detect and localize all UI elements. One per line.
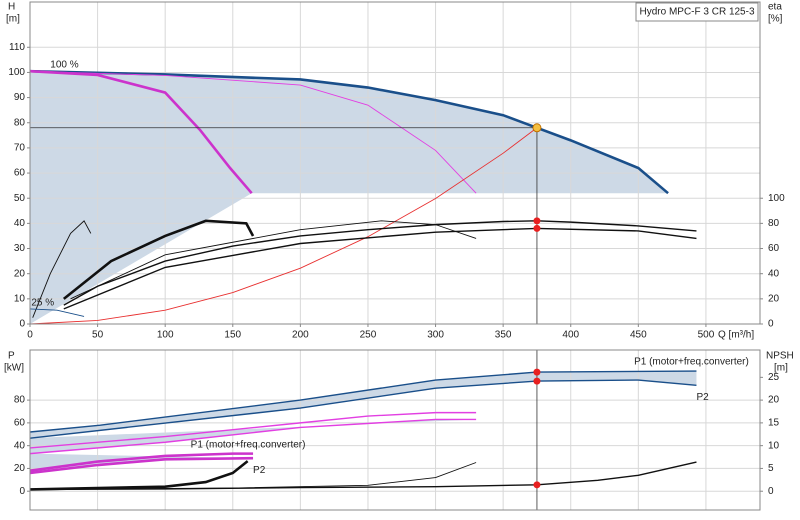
annotation: 100 % — [50, 60, 78, 71]
x-tick-label: 250 — [360, 330, 377, 341]
y-tick-label: 80 — [14, 117, 26, 128]
curve — [29, 411, 477, 449]
y-tick-label: 0 — [19, 486, 25, 497]
x-tick-label: 500 — [698, 330, 715, 341]
y-tick-label: 30 — [14, 243, 26, 254]
curve — [29, 127, 538, 325]
y-tick-label: 0 — [19, 319, 25, 330]
y2-tick-label: 0 — [768, 319, 774, 330]
y-axis-unit: [m] — [6, 14, 20, 25]
curve — [29, 308, 85, 317]
x-tick-label: 150 — [224, 330, 241, 341]
duty-point — [532, 123, 542, 133]
y2-tick-label: 100 — [768, 193, 785, 204]
y-tick-label: 90 — [14, 92, 26, 103]
x-tick-label: 450 — [630, 330, 647, 341]
plot-frame-top — [29, 1, 761, 325]
curve — [29, 460, 249, 491]
curve — [62, 219, 255, 300]
y2-tick-label: 5 — [768, 463, 774, 474]
curve — [70, 220, 477, 300]
curve — [63, 220, 697, 306]
x-tick-label: 0 — [27, 330, 33, 341]
curve — [29, 69, 253, 195]
y2-tick-label: 80 — [768, 218, 780, 229]
series-label: P2 — [696, 392, 709, 403]
y-tick-label: 60 — [14, 418, 26, 429]
y-tick-label: 20 — [14, 463, 26, 474]
duty-marker — [533, 217, 541, 225]
curve — [29, 70, 477, 194]
y2-tick-label: 15 — [768, 418, 780, 429]
duty-marker — [533, 368, 541, 376]
curve — [32, 220, 92, 318]
curve — [63, 227, 697, 310]
y-tick-label: 100 — [8, 67, 25, 78]
x-tick-label: 350 — [495, 330, 512, 341]
series-label: P1 (motor+freq.converter) — [634, 357, 749, 368]
curve — [29, 462, 477, 490]
curve-layer — [29, 69, 697, 510]
curve — [29, 370, 697, 433]
y2-tick-label: 10 — [768, 440, 780, 451]
operating-range — [30, 71, 669, 324]
annotation: 25 % — [31, 297, 54, 308]
duty-marker — [533, 224, 541, 232]
y-tick-label: 60 — [14, 168, 26, 179]
y-tick-label: 40 — [14, 440, 26, 451]
y-tick-label: 40 — [14, 218, 26, 229]
y2-tick-label: 20 — [768, 293, 780, 304]
y-tick-label: 110 — [9, 42, 25, 53]
x-tick-label: 400 — [562, 330, 579, 341]
y2-axis-label: NPSH — [766, 351, 794, 362]
curve — [29, 379, 697, 439]
y-axis-label: P — [8, 351, 15, 362]
curve — [29, 456, 254, 475]
x-tick-label: 100 — [157, 330, 174, 341]
plot-frame-bottom — [29, 349, 761, 511]
y-axis-unit: [kW] — [4, 363, 24, 374]
y2-tick-label: 60 — [768, 243, 780, 254]
y-tick-label: 20 — [14, 268, 26, 279]
chart-title: Hydro MPC-F 3 CR 125-3 — [639, 7, 754, 18]
y-tick-label: 80 — [14, 395, 26, 406]
duty-marker — [533, 481, 541, 489]
y-tick-label: 50 — [14, 193, 26, 204]
y-axis-label: H — [8, 2, 15, 13]
curve — [29, 69, 669, 195]
x-tick-label: 300 — [427, 330, 444, 341]
y2-tick-label: 20 — [768, 395, 780, 406]
y-tick-label: 10 — [14, 293, 26, 304]
series-label: P2 — [253, 465, 266, 476]
y2-tick-label: 25 — [768, 372, 780, 383]
series-label: P1 (motor+freq.converter) — [191, 439, 306, 450]
title-box — [635, 2, 759, 22]
curve — [29, 452, 254, 473]
y2-axis-unit: [m] — [774, 363, 788, 374]
y2-axis-unit: [%] — [768, 14, 783, 25]
y-tick-label: 70 — [14, 143, 26, 154]
y2-tick-label: 40 — [768, 268, 780, 279]
x-axis-label: Q [m³/h] — [718, 330, 754, 341]
y2-axis-label: eta — [768, 2, 782, 13]
grid-layer — [27, 2, 763, 510]
duty-marker — [533, 377, 541, 385]
x-tick-label: 200 — [292, 330, 309, 341]
y2-tick-label: 0 — [768, 486, 774, 497]
curve — [29, 418, 477, 455]
x-tick-label: 50 — [92, 330, 104, 341]
